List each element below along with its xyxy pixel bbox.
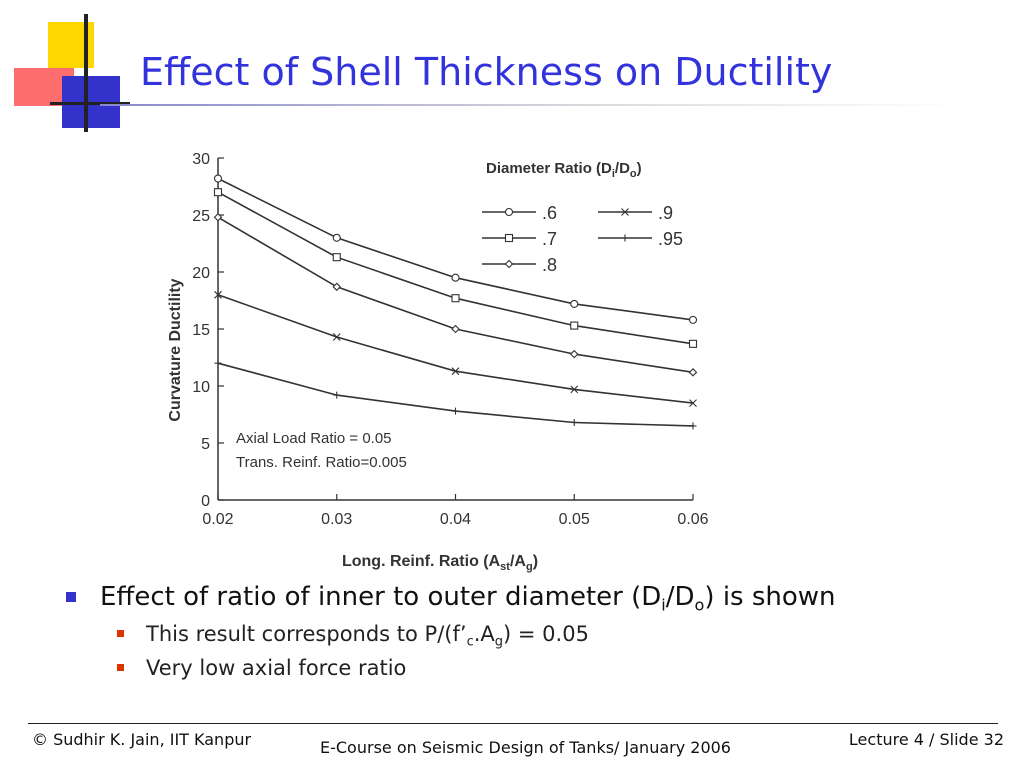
marker-plus: [689, 422, 697, 430]
marker-plus: [621, 234, 629, 242]
y-tick-label: 10: [192, 379, 210, 396]
series-2: [213, 213, 698, 377]
marker-x: [689, 399, 697, 407]
marker-x: [570, 385, 579, 394]
bullet-square-icon: [66, 592, 76, 602]
marker-x: [214, 290, 222, 299]
marker-circle: [213, 174, 223, 183]
bullet-sub-2: Very low axial force ratio: [62, 652, 1002, 686]
axes-layer: 0 5 10 15 20 25 30 0.02 0.03 0.04 0.05 0.06: [192, 151, 708, 528]
legend: .6 .7 .8 .9 .95: [482, 203, 683, 275]
legend-item: .9: [598, 203, 673, 223]
footer-copyright: © Sudhir K. Jain, IIT Kanpur: [32, 730, 252, 749]
y-tick-label: 30: [192, 151, 210, 168]
marker-plus: [333, 391, 341, 399]
series-4: [214, 359, 697, 430]
marker-diamond: [213, 213, 223, 222]
y-tick-label: 5: [201, 436, 210, 453]
chart-svg: 0 5 10 15 20 25 30 0.02 0.03 0.04 0.05 0.06 Diamete…: [167, 151, 709, 573]
marker-x: [451, 367, 460, 376]
marker-square: [213, 188, 223, 197]
y-tick-label: 0: [201, 493, 210, 510]
y-tick-label: 15: [192, 322, 210, 339]
ductility-chart: 0 5 10 15 20 25 30 0.02 0.03 0.04 0.05 0.06 Diamete…: [150, 140, 720, 580]
logo-vertical-line: [84, 14, 88, 132]
legend-label: .9: [658, 203, 673, 223]
x-tick-label: 0.05: [559, 511, 590, 528]
marker-circle: [451, 273, 460, 282]
marker-diamond: [504, 259, 514, 269]
marker-plus: [570, 418, 578, 426]
slide-title: Effect of Shell Thickness on Ductility: [140, 50, 833, 94]
footer-divider: [28, 723, 998, 724]
marker-plus: [452, 407, 459, 415]
logo-horizontal-line: [50, 102, 130, 105]
marker-square: [451, 294, 460, 303]
x-axis-label: Long. Reinf. Ratio (Ast/Ag): [342, 553, 538, 573]
legend-label: .6: [542, 203, 557, 223]
series-1: [213, 188, 698, 348]
title-divider: [100, 104, 960, 106]
marker-square: [570, 321, 579, 330]
sub-bullet-square-icon: [117, 630, 124, 637]
legend-item: .6: [482, 203, 557, 223]
marker-plus: [214, 359, 222, 367]
marker-diamond: [332, 282, 342, 292]
marker-x: [621, 208, 629, 216]
annotation-axial-load: Axial Load Ratio = 0.05: [236, 430, 392, 447]
marker-circle: [570, 299, 579, 308]
marker-x: [332, 333, 341, 341]
legend-item: .8: [482, 255, 557, 275]
footer-slide-number: Lecture 4 / Slide 32: [848, 730, 1004, 749]
sub-bullet-square-icon: [117, 664, 124, 671]
legend-label: .8: [542, 255, 557, 275]
series-3: [214, 290, 697, 407]
bullet-sub-1: This result corresponds to P/(f’c.Ag) = …: [62, 618, 1002, 652]
marker-diamond: [688, 368, 698, 377]
legend-item: .95: [598, 229, 683, 249]
legend-title: Diameter Ratio (Di/Do): [486, 160, 642, 180]
marker-square: [688, 339, 698, 348]
annotation-trans-reinf: Trans. Reinf. Ratio=0.005: [236, 454, 407, 471]
series-0: [213, 174, 698, 324]
slide-logo: [14, 14, 130, 132]
y-tick-label: 25: [192, 208, 210, 225]
marker-diamond: [451, 324, 460, 334]
marker-square: [504, 233, 514, 243]
marker-square: [332, 253, 341, 262]
x-tick-label: 0.03: [321, 511, 352, 528]
legend-item: .7: [482, 229, 557, 249]
x-tick-label: 0.06: [677, 511, 708, 528]
legend-label: .95: [658, 229, 683, 249]
y-axis-label: Curvature Ductility: [167, 278, 184, 421]
y-tick-label: 20: [192, 265, 210, 282]
bullet-main: Effect of ratio of inner to outer diamet…: [62, 580, 1002, 618]
bullet-list: Effect of ratio of inner to outer diamet…: [62, 580, 1002, 686]
marker-circle: [332, 233, 341, 242]
series-layer: [213, 174, 698, 430]
marker-diamond: [569, 349, 579, 359]
x-tick-label: 0.04: [440, 511, 471, 528]
legend-label: .7: [542, 229, 557, 249]
marker-circle: [504, 207, 514, 217]
footer-course: E-Course on Seismic Design of Tanks/ Jan…: [320, 738, 731, 757]
x-tick-label: 0.02: [202, 511, 233, 528]
marker-circle: [688, 315, 698, 324]
